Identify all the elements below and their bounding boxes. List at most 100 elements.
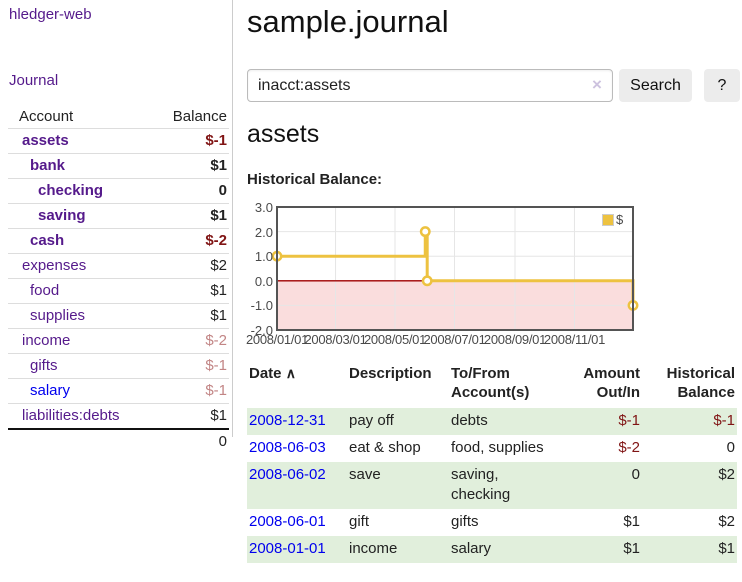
- transaction-date-cell: 2008-06-03: [247, 435, 347, 462]
- account-row: liabilities:debts $1: [8, 404, 229, 430]
- transaction-date-link[interactable]: 2008-06-03: [249, 439, 326, 456]
- y-axis-tick-label: -1.0: [250, 298, 273, 314]
- transaction-date-cell: 2008-06-01: [247, 509, 347, 536]
- date-column-header[interactable]: Date ∧: [249, 365, 296, 382]
- search-button[interactable]: Search: [619, 69, 692, 102]
- chart-label: Historical Balance:: [247, 171, 383, 188]
- brand-link[interactable]: hledger-web: [9, 6, 92, 23]
- account-cell: gifts: [8, 354, 155, 379]
- account-balance: $-1: [205, 382, 227, 399]
- register-row: 2008-06-03 eat & shop food, supplies $-2 0: [247, 435, 737, 462]
- clear-search-icon[interactable]: ×: [592, 75, 602, 94]
- transaction-accounts: debts: [451, 412, 488, 429]
- account-link[interactable]: expenses: [22, 257, 87, 274]
- account-balance: $-1: [205, 357, 227, 374]
- search-input[interactable]: [247, 69, 613, 102]
- x-axis-tick-label: 2008/09/01: [483, 332, 547, 347]
- account-cell: liabilities:debts: [8, 404, 155, 430]
- transaction-balance: $-1: [713, 412, 735, 429]
- amount-column-header: Amount Out/In: [583, 365, 640, 401]
- plot-border: [276, 206, 634, 331]
- transaction-date-link[interactable]: 2008-06-02: [249, 466, 326, 483]
- account-link[interactable]: liabilities:debts: [22, 407, 120, 424]
- account-link[interactable]: checking: [38, 182, 104, 199]
- account-row: checking 0: [8, 179, 229, 204]
- y-axis-tick-label: 3.0: [254, 200, 273, 215]
- account-cell: assets: [8, 129, 155, 154]
- transaction-date-link[interactable]: 2008-12-31: [249, 412, 326, 429]
- account-link[interactable]: food: [30, 282, 60, 299]
- account-balance: $-1: [205, 132, 227, 149]
- account-link[interactable]: salary: [30, 382, 71, 399]
- account-cell: saving: [8, 204, 155, 229]
- y-axis-tick-label: 2.0: [254, 224, 273, 240]
- account-row: assets $-1: [8, 129, 229, 154]
- transaction-amount: 0: [631, 466, 640, 483]
- transaction-description: save: [349, 466, 381, 483]
- legend-swatch-icon: [602, 213, 614, 226]
- legend-label: $: [616, 212, 624, 227]
- account-balance: $1: [210, 282, 227, 299]
- register-row: 2008-06-02 save saving, checking 0 $2: [247, 462, 737, 509]
- account-row: income $-2: [8, 329, 229, 354]
- description-column-header: Description: [349, 365, 432, 382]
- transaction-balance: $1: [718, 540, 735, 557]
- chart-canvas: [271, 206, 639, 331]
- transaction-amount: $-2: [618, 439, 640, 456]
- transaction-date-link[interactable]: 2008-06-01: [249, 513, 326, 530]
- transaction-balance: $2: [718, 513, 735, 530]
- register-row: 2008-01-01 income salary $1 $1: [247, 536, 737, 563]
- transaction-date-cell: 2008-01-01: [247, 536, 347, 563]
- account-link[interactable]: supplies: [30, 307, 86, 324]
- account-row: saving $1: [8, 204, 229, 229]
- account-cell: bank: [8, 154, 155, 179]
- account-link[interactable]: income: [22, 332, 71, 349]
- transaction-date-cell: 2008-06-02: [247, 462, 347, 509]
- x-axis-tick-label: 2008/07/01: [423, 332, 486, 347]
- account-column-header: Account: [19, 108, 74, 125]
- y-axis-tick-label: -2.0: [250, 323, 273, 338]
- account-link[interactable]: cash: [30, 232, 65, 249]
- total-spacer: [8, 429, 155, 454]
- data-point-marker: [419, 226, 431, 238]
- account-link[interactable]: gifts: [30, 357, 58, 374]
- register-header-row: Date ∧ Description To/From Account(s) Am…: [247, 362, 737, 408]
- account-row: bank $1: [8, 154, 229, 179]
- balance-column-header: Historical Balance: [666, 365, 735, 401]
- accounts-total-row: 0: [8, 429, 229, 454]
- account-link[interactable]: saving: [38, 207, 86, 224]
- register-row: 2008-06-01 gift gifts $1 $2: [247, 509, 737, 536]
- page-title: sample.journal: [247, 4, 449, 39]
- accounts-table: Account Balance assets $-1 bank $1 checking 0…: [8, 106, 229, 454]
- sidebar-item-journal[interactable]: Journal: [9, 72, 59, 89]
- account-link[interactable]: assets: [22, 132, 69, 149]
- chart-legend: $: [602, 212, 623, 227]
- tofrom-column-header: To/From Account(s): [451, 365, 530, 401]
- register-table: Date ∧ Description To/From Account(s) Am…: [247, 362, 737, 563]
- account-balance: $-2: [205, 332, 227, 349]
- account-row: supplies $1: [8, 304, 229, 329]
- x-axis-tick-label: 2008/03/01: [304, 332, 367, 347]
- transaction-amount: $1: [623, 513, 640, 530]
- transaction-description: gift: [349, 513, 370, 530]
- accounts-table-header: Account Balance: [8, 106, 229, 129]
- transaction-date-link[interactable]: 2008-01-01: [249, 540, 326, 557]
- y-axis-tick-label: 1.0: [254, 249, 273, 265]
- account-row: gifts $-1: [8, 354, 229, 379]
- transaction-accounts: salary: [451, 540, 492, 557]
- x-axis-tick-label: 2008/11/01: [543, 332, 606, 347]
- account-balance: 0: [218, 182, 227, 199]
- transaction-description: income: [349, 540, 398, 557]
- account-row: salary $-1: [8, 379, 229, 404]
- sidebar-divider: [232, 0, 233, 437]
- transaction-accounts: saving, checking: [451, 466, 511, 503]
- y-axis-tick-label: 0.0: [254, 273, 273, 289]
- historical-balance-chart: $ 3.0 2.0 1.0 0.0 -1.0 -2.0 2008/01/01 2008/03/…: [245, 201, 675, 351]
- help-button[interactable]: ?: [704, 69, 740, 102]
- account-link[interactable]: bank: [30, 157, 66, 174]
- register-row: 2008-12-31 pay off debts $-1 $-1: [247, 408, 737, 435]
- balance-column-header: Balance: [172, 108, 227, 125]
- account-cell: checking: [8, 179, 155, 204]
- transaction-balance: 0: [726, 439, 735, 456]
